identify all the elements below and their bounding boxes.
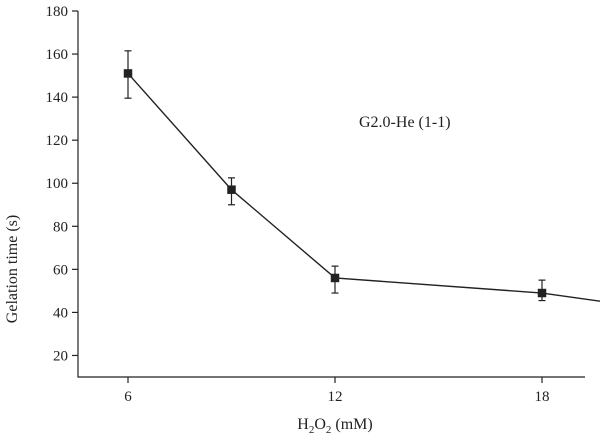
data-marker bbox=[330, 273, 340, 283]
y-tick-label: 100 bbox=[46, 176, 69, 192]
y-tick-label: 20 bbox=[53, 348, 68, 364]
y-tick-label: 60 bbox=[53, 262, 68, 278]
data-point bbox=[537, 279, 547, 302]
y-tick-label: 40 bbox=[53, 305, 68, 321]
y-tick-label: 160 bbox=[46, 47, 69, 63]
y-tick-label: 80 bbox=[53, 219, 68, 235]
series bbox=[123, 50, 600, 302]
data-marker bbox=[123, 69, 133, 78]
ticks: 20406080100120140160180612182430 bbox=[46, 4, 550, 405]
x-tick-label: 12 bbox=[328, 389, 343, 405]
x-tick-label: 6 bbox=[124, 389, 132, 405]
y-tick-label: 180 bbox=[46, 4, 69, 20]
data-point bbox=[123, 50, 133, 99]
y-axis-label: Gelation time (s) bbox=[4, 215, 21, 323]
y-tick-label: 140 bbox=[46, 90, 69, 106]
data-point bbox=[227, 177, 236, 206]
axis-frame bbox=[77, 11, 585, 378]
series-annotation: G2.0-He (1-1) bbox=[359, 114, 451, 131]
x-axis-label: H2O2 (mM) bbox=[297, 416, 372, 436]
data-point bbox=[330, 265, 340, 294]
axes bbox=[77, 11, 585, 378]
series-line bbox=[127, 72, 600, 302]
data-marker bbox=[537, 288, 547, 298]
y-tick-label: 120 bbox=[46, 133, 69, 149]
data-marker bbox=[227, 185, 236, 194]
x-tick-label: 18 bbox=[535, 389, 550, 405]
